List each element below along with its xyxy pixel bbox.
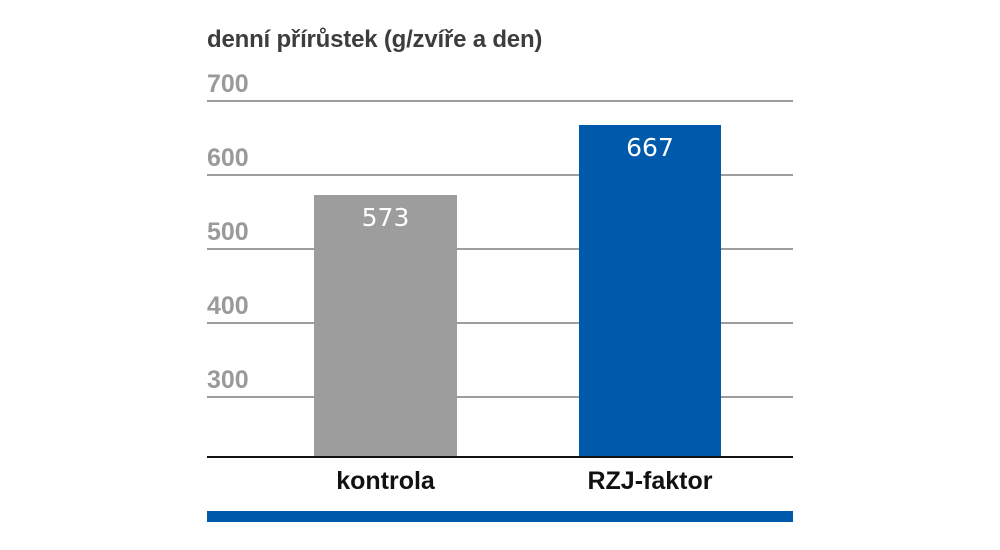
gridline-600 xyxy=(207,174,793,176)
x-category-label: kontrola xyxy=(336,467,435,495)
bar-kontrola: 573 xyxy=(314,194,457,457)
bar-value-label: 667 xyxy=(626,133,674,163)
bar-rzj-faktor: 667 xyxy=(579,125,721,457)
y-tick-label-600: 600 xyxy=(207,144,249,172)
chart-title: denní přírůstek (g/zvíře a den) xyxy=(207,26,543,53)
gridline-400 xyxy=(207,322,793,324)
y-tick-label-400: 400 xyxy=(207,292,249,320)
y-tick-label-700: 700 xyxy=(207,70,249,98)
footer-accent-bar xyxy=(207,511,793,522)
y-tick-label-500: 500 xyxy=(207,218,249,246)
gridline-500 xyxy=(207,248,793,250)
gridline-700 xyxy=(207,100,793,102)
x-axis-baseline xyxy=(207,456,793,458)
y-tick-label-300: 300 xyxy=(207,366,249,394)
bar-value-label: 573 xyxy=(361,202,410,232)
x-category-label: RZJ-faktor xyxy=(587,467,713,495)
gridline-300 xyxy=(207,396,793,398)
